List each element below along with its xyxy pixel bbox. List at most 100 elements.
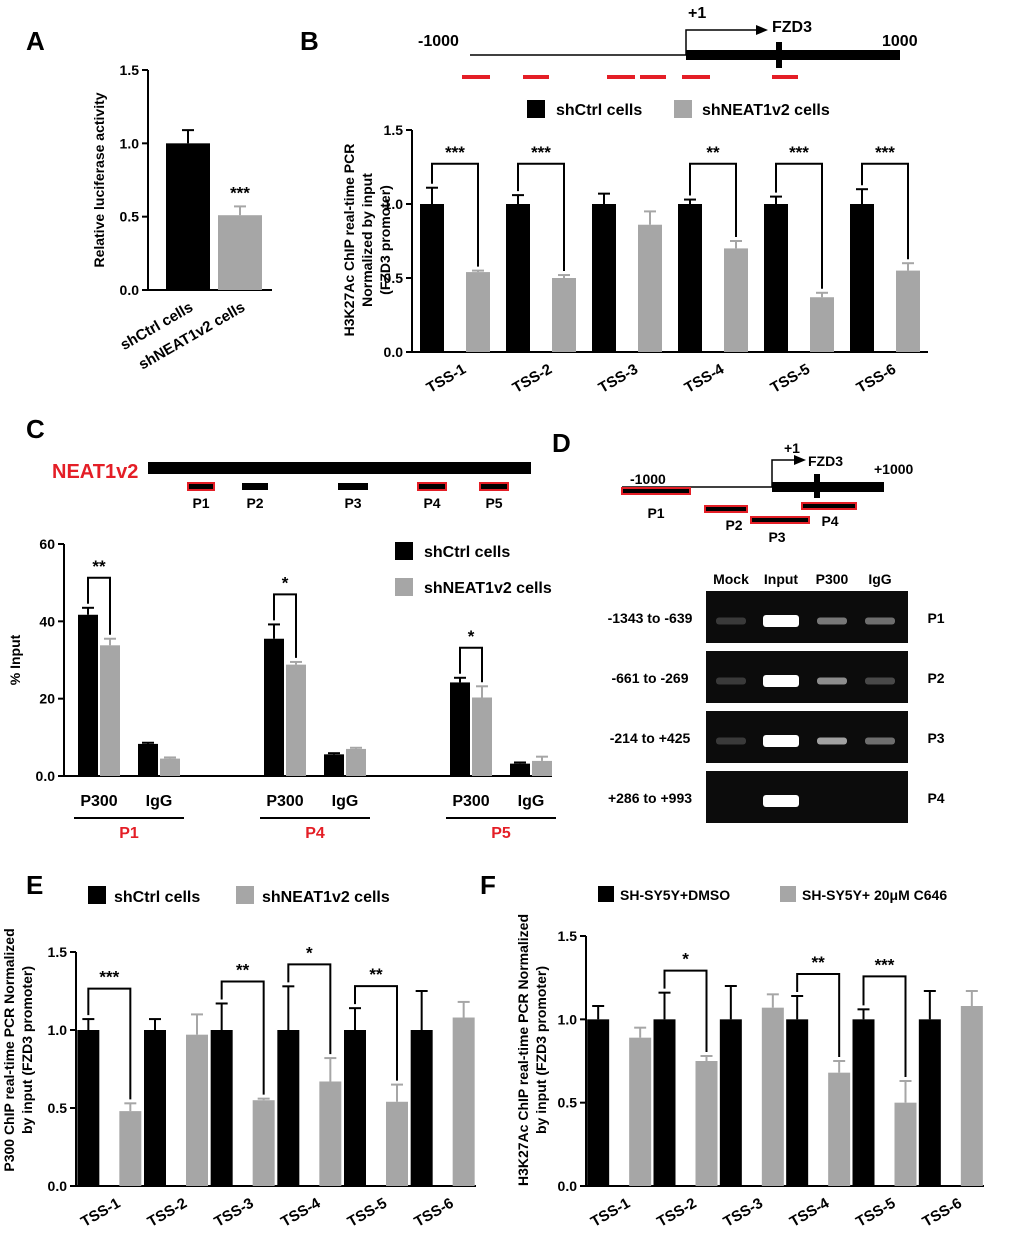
bar-ctrl xyxy=(210,1030,233,1186)
significance-label: *** xyxy=(875,143,895,162)
significance-bracket xyxy=(354,985,398,1081)
bar-ctrl xyxy=(852,1019,875,1186)
bar-treated xyxy=(218,215,262,290)
panel-letter-e: E xyxy=(26,870,43,900)
significance-bracket xyxy=(287,963,332,1055)
significance-label: * xyxy=(306,943,313,962)
significance-label: * xyxy=(682,950,689,969)
transcript-bar xyxy=(148,462,531,474)
bar-ctrl xyxy=(719,1019,742,1186)
panel-c-transcript-schematic: NEAT1v2 P1 P2 P3 P4 P5 xyxy=(52,461,531,511)
schematic-right-label: +1000 xyxy=(874,461,914,477)
probe-p4-label: P4 xyxy=(821,513,838,529)
significance-bracket xyxy=(87,987,132,1100)
y-tick-label: 0.0 xyxy=(120,282,140,298)
significance-bracket xyxy=(796,973,841,1057)
panel-e-y-axis-label-1: P300 ChIP real-time PCR Normalized xyxy=(1,928,17,1171)
gel-column-label: P300 xyxy=(816,571,849,587)
bar-treated xyxy=(186,1034,208,1186)
bar-treated xyxy=(724,248,748,352)
schematic-left-label: -1000 xyxy=(630,471,666,487)
significance-label: *** xyxy=(445,143,465,162)
panel-letter-f: F xyxy=(480,870,496,900)
legend-label-treated: shNEAT1v2 cells xyxy=(424,580,552,597)
probe-p1-label: P1 xyxy=(192,495,209,511)
bar-ctrl xyxy=(592,204,616,352)
x-subcategory-label: P300 xyxy=(452,793,489,810)
gel-row-probe-label: P2 xyxy=(927,670,944,686)
legend-label-treated: SH-SY5Y+ 20μM C646 xyxy=(802,887,947,903)
bar-treated xyxy=(896,270,920,352)
gene-label: FZD3 xyxy=(772,19,812,36)
bar-ctrl xyxy=(264,638,284,776)
bar-treated xyxy=(100,645,120,776)
bar-ctrl xyxy=(277,1030,300,1186)
x-tick-label: TSS-6 xyxy=(854,361,899,397)
gel-band xyxy=(716,737,746,745)
gel-band xyxy=(763,675,799,687)
y-tick-label: 1.5 xyxy=(384,122,404,138)
gene-label: FZD3 xyxy=(808,453,843,469)
panel-d-gel: Mock Input P300 IgG -1343 to -639 P1 -661 to -… xyxy=(608,571,945,823)
amplicon-1 xyxy=(462,75,490,79)
panel-b: B -1000 1000 +1 FZD3 shCtrl cells shNEAT… xyxy=(300,5,928,397)
probe-p3-label: P3 xyxy=(768,529,785,545)
significance-label: * xyxy=(468,627,475,646)
x-tick-label: TSS-6 xyxy=(920,1195,965,1231)
amplicon-5 xyxy=(682,75,710,79)
probe-p3-label: P3 xyxy=(344,495,361,511)
x-tick-label: TSS-5 xyxy=(768,361,813,397)
bar-treated xyxy=(960,1006,983,1186)
significance-label: ** xyxy=(706,143,720,162)
bar-treated xyxy=(319,1081,342,1186)
panel-a-y-axis-label: Relative luciferase activity xyxy=(91,92,107,267)
probe-p2-label: P2 xyxy=(246,495,263,511)
panel-b-y-axis-label-3: (FZD3 promoter) xyxy=(377,185,393,295)
bar-treated xyxy=(638,224,662,352)
panel-b-axes: 0.0 0.5 1.0 1.5 TSS-1 *** TSS-2 *** TSS-3 TSS-4 **… xyxy=(384,122,928,397)
schematic-left-label: -1000 xyxy=(418,33,459,50)
bar-ctrl xyxy=(764,204,788,352)
y-tick-label: 1.5 xyxy=(558,928,578,944)
x-tick-label: TSS-3 xyxy=(596,361,641,397)
significance-bracket xyxy=(517,162,565,272)
bar-ctrl xyxy=(144,1030,166,1186)
x-tick-label: TSS-5 xyxy=(853,1195,898,1231)
bar-ctrl xyxy=(510,763,530,776)
bar-treated xyxy=(472,697,492,776)
x-subcategory-label: IgG xyxy=(332,793,359,810)
y-tick-label: 0.0 xyxy=(48,1178,68,1194)
bar-treated xyxy=(386,1101,408,1186)
gel-band xyxy=(716,617,746,625)
legend-swatch-treated xyxy=(674,100,692,118)
significance-label: *** xyxy=(875,955,895,974)
panel-b-gene-schematic: -1000 1000 +1 FZD3 xyxy=(418,5,918,79)
x-group-label: P4 xyxy=(305,825,325,842)
bar-ctrl xyxy=(587,1019,610,1186)
legend-label-treated: shNEAT1v2 cells xyxy=(262,889,390,906)
significance-label: ** xyxy=(812,953,826,972)
x-tick-label: TSS-4 xyxy=(682,360,728,396)
bar-treated xyxy=(828,1072,851,1186)
y-tick-label: 1.0 xyxy=(384,196,404,212)
gel-band xyxy=(817,677,847,685)
x-tick-label: TSS-1 xyxy=(588,1195,633,1231)
x-tick-label: TSS-2 xyxy=(145,1195,190,1231)
x-subcategory-label: IgG xyxy=(518,793,545,810)
legend-swatch-treated xyxy=(395,578,413,596)
panel-b-y-axis-label-2: Normalized by input xyxy=(359,173,375,307)
panel-f: F SH-SY5Y+DMSO SH-SY5Y+ 20μM C646 H3K27A… xyxy=(480,870,984,1231)
amplicon-6 xyxy=(772,75,798,79)
gel-panel xyxy=(706,591,908,643)
gel-band xyxy=(865,677,895,685)
probe-p2-label: P2 xyxy=(725,517,742,533)
gel-column-label: Mock xyxy=(713,571,749,587)
bar-ctrl xyxy=(166,143,210,290)
significance-bracket xyxy=(273,593,297,658)
panel-f-y-axis-label-2: by input (FZD3 promoter) xyxy=(533,966,549,1134)
y-tick-label: 0.5 xyxy=(558,1095,578,1111)
panel-e-legend: shCtrl cells shNEAT1v2 cells xyxy=(88,886,390,906)
significance-bracket xyxy=(663,969,708,1052)
